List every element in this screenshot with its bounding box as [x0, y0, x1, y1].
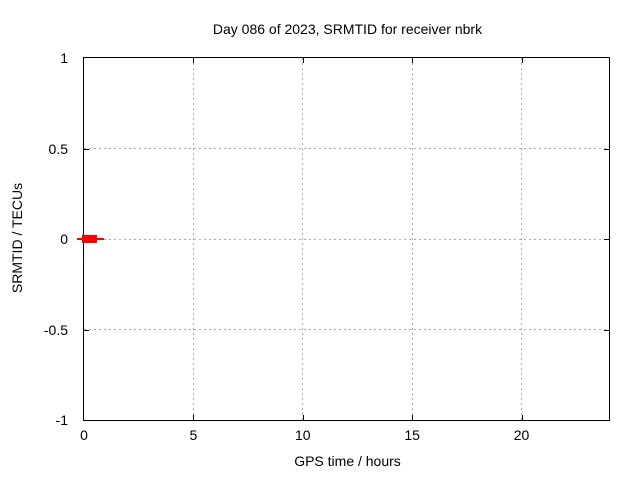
- x-tick-label: 0: [80, 427, 88, 443]
- x-tick-mark-bottom: [412, 415, 414, 420]
- x-tick-label: 15: [404, 427, 420, 443]
- plot-area: [77, 57, 610, 421]
- x-tick-label: 20: [513, 427, 530, 443]
- y-gridline: [84, 329, 609, 330]
- x-tick-mark-top: [193, 58, 195, 63]
- y-tick-mark-left: [84, 148, 89, 150]
- x-axis-label: GPS time / hours: [294, 453, 401, 469]
- y-tick-mark-right: [604, 329, 609, 331]
- y-tick-label: 1: [60, 50, 68, 66]
- x-tick-label: 5: [189, 427, 198, 443]
- series-bar: [81, 235, 98, 243]
- x-tick-mark-top: [521, 58, 523, 63]
- x-tick-mark-top: [412, 58, 414, 63]
- y-tick-label: -1: [55, 412, 68, 428]
- x-tick-mark-bottom: [302, 415, 304, 420]
- y-tick-mark-right: [604, 148, 609, 150]
- y-tick-label: 0: [60, 231, 68, 247]
- x-tick-mark-top: [302, 58, 304, 63]
- y-tick-label: -0.5: [43, 321, 68, 338]
- x-tick-mark-bottom: [521, 415, 523, 420]
- y-gridline: [84, 148, 609, 149]
- x-tick-mark-bottom: [193, 415, 195, 420]
- y-tick-mark-right: [604, 239, 609, 240]
- x-tick-label: 10: [294, 427, 311, 443]
- y-tick-label: 0.5: [48, 140, 68, 157]
- y-gridline: [84, 238, 609, 240]
- y-tick-mark-left: [84, 329, 89, 331]
- chart-title: Day 086 of 2023, SRMTID for receiver nbr…: [212, 21, 483, 37]
